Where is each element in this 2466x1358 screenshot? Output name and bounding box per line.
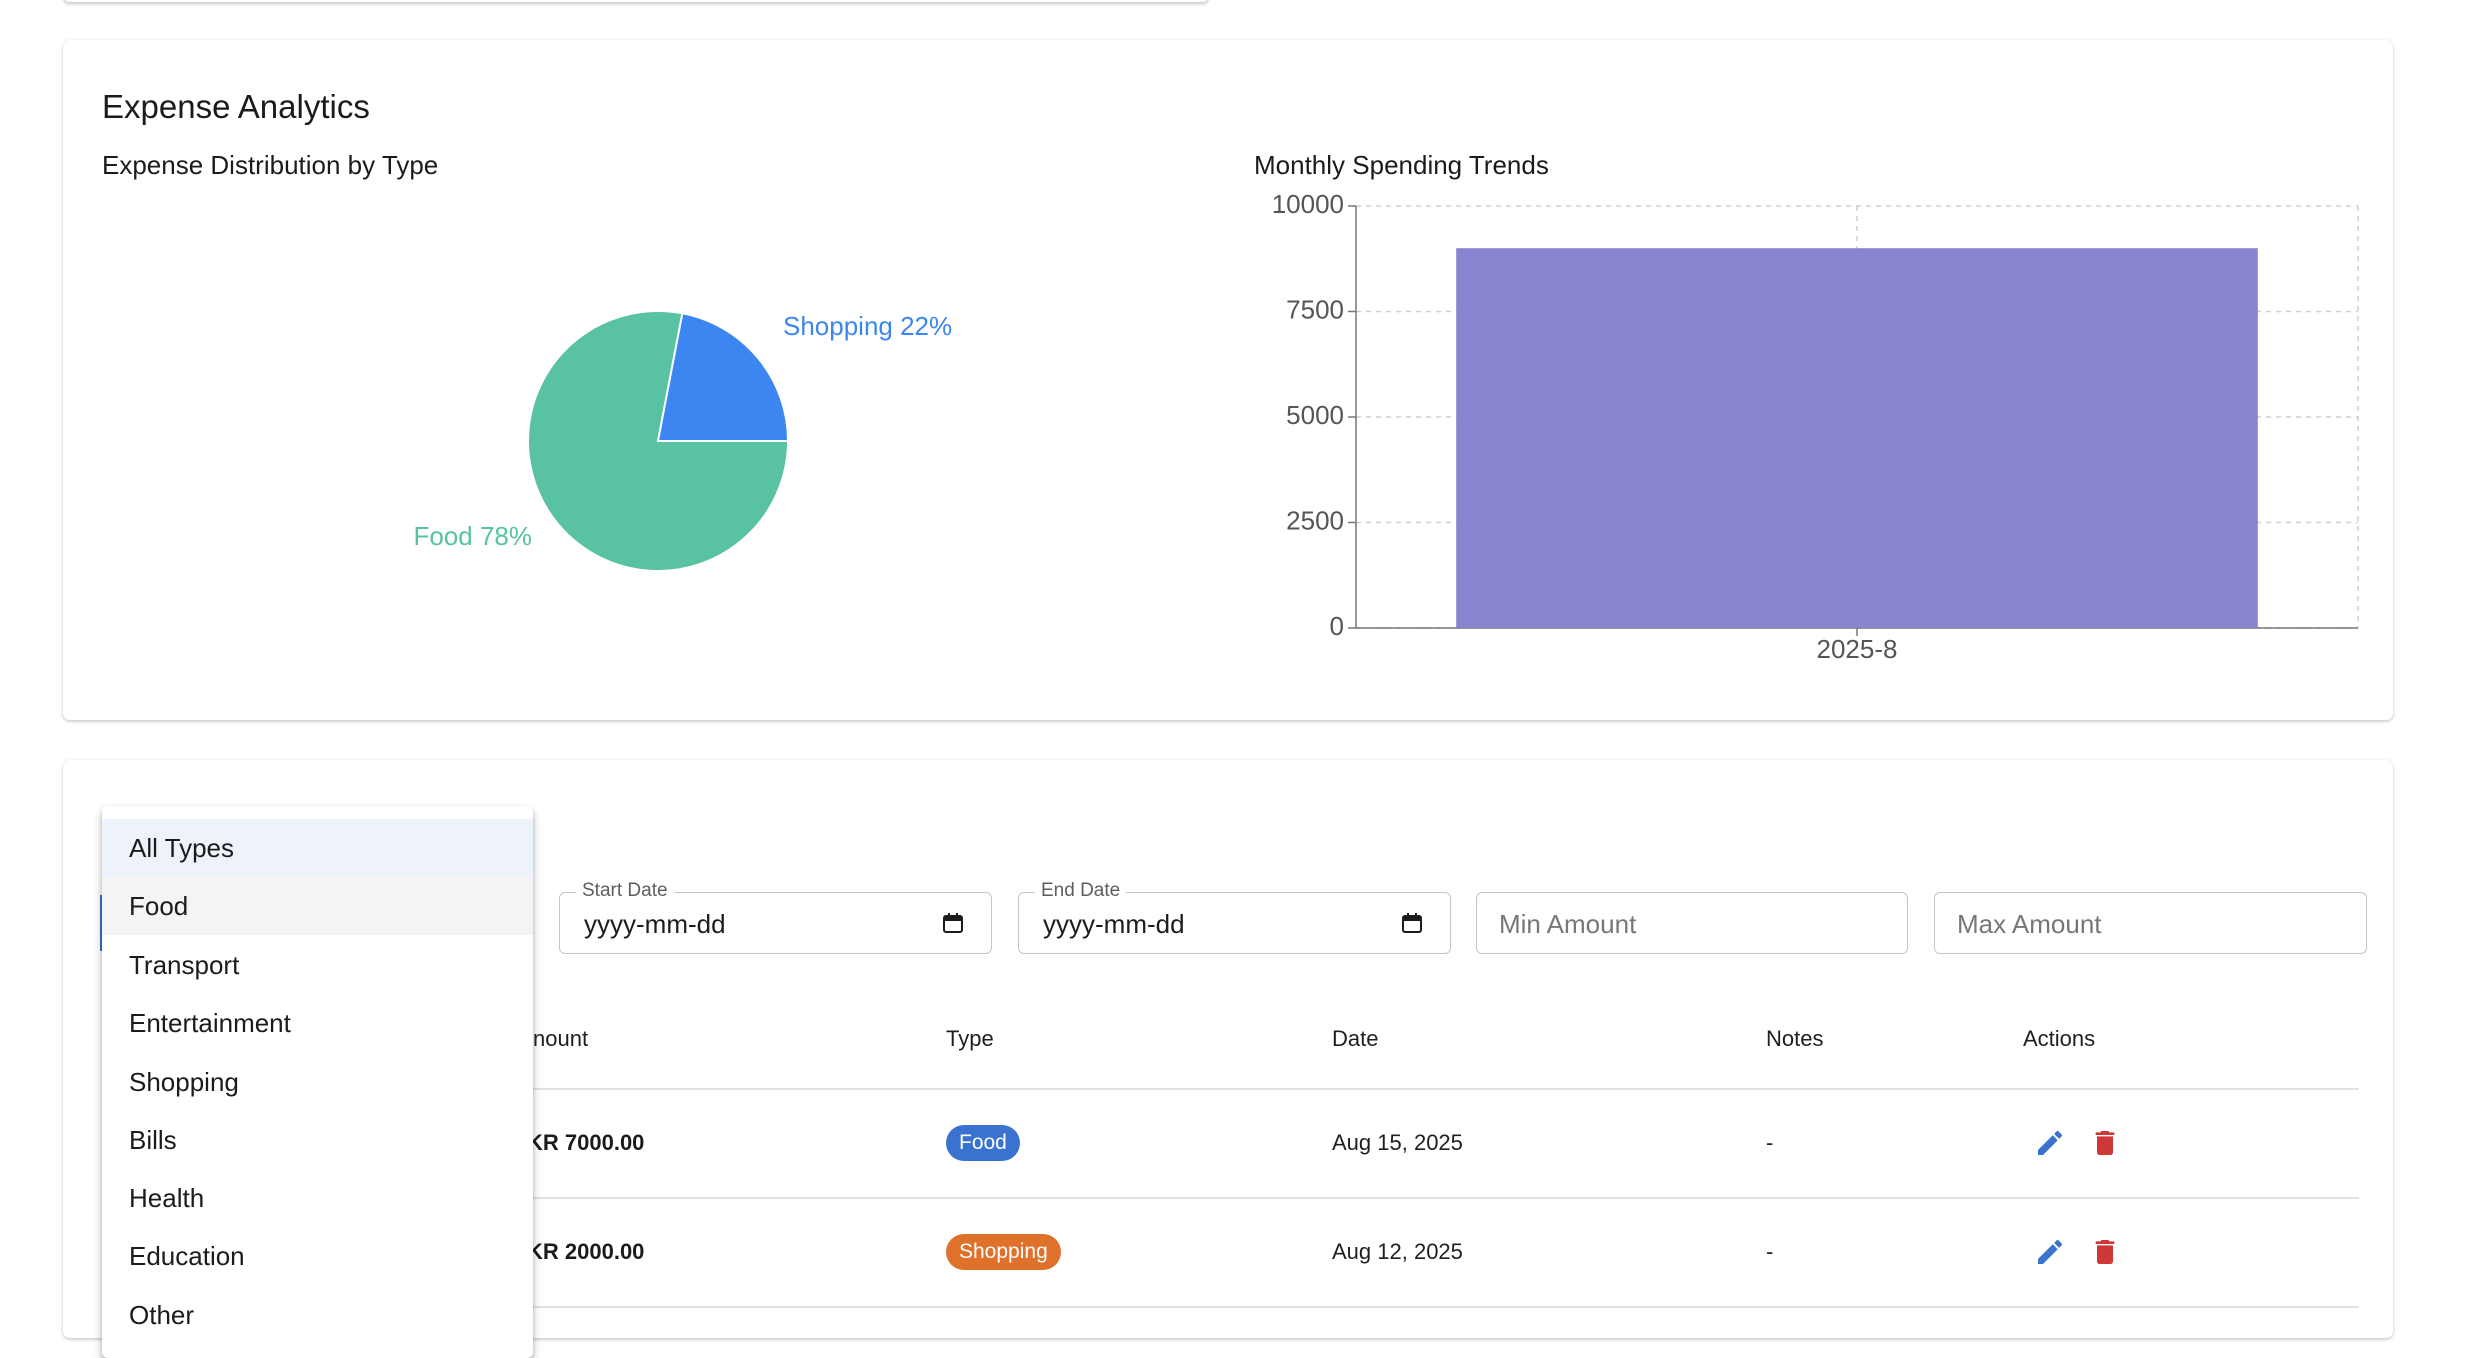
start-date-label: Start Date xyxy=(576,880,674,902)
dropdown-option-other[interactable]: Other xyxy=(129,1300,195,1330)
dropdown-option-transport[interactable]: Transport xyxy=(129,950,240,980)
calendar-icon[interactable] xyxy=(1400,911,1424,935)
dropdown-option-health[interactable]: Health xyxy=(129,1183,205,1213)
end-date-value: yyyy-mm-dd xyxy=(1043,909,1185,939)
row-notes: - xyxy=(1766,1130,1774,1155)
end-date-label: End Date xyxy=(1035,880,1127,902)
column-header-amount[interactable]: nount xyxy=(533,1026,589,1051)
type-dropdown-menu: All Types Food Transport Entertainment S… xyxy=(102,806,533,1358)
pie-chart: Food 78% Shopping 22% xyxy=(413,310,952,572)
y-tick-label: 7500 xyxy=(1286,294,1344,324)
edit-icon[interactable] xyxy=(2034,1127,2066,1159)
y-tick-label: 0 xyxy=(1330,611,1344,641)
row-divider xyxy=(505,1088,2359,1090)
pie-slice-shopping[interactable] xyxy=(656,312,790,442)
start-date-field[interactable]: Start Date yyyy-mm-dd xyxy=(559,880,992,954)
column-header-notes[interactable]: Notes xyxy=(1766,1026,1824,1051)
min-amount-placeholder: Min Amount xyxy=(1499,909,1637,939)
analytics-title: Expense Analytics xyxy=(102,88,370,125)
bar-chart-title: Monthly Spending Trends xyxy=(1254,150,1549,180)
bar-chart: 0 2500 5000 7500 10000 2025-8 xyxy=(1272,190,2359,664)
dropdown-option-shopping[interactable]: Shopping xyxy=(129,1067,239,1097)
row-divider xyxy=(505,1197,2359,1199)
pie-chart-title: Expense Distribution by Type xyxy=(102,150,439,180)
delete-icon[interactable] xyxy=(2089,1127,2121,1159)
min-amount-input[interactable]: Min Amount xyxy=(1476,892,1908,954)
dropdown-option-food[interactable]: Food xyxy=(102,877,533,935)
dropdown-option-all-types[interactable]: All Types xyxy=(102,819,533,877)
x-tick-label: 2025-8 xyxy=(1817,634,1898,664)
max-amount-placeholder: Max Amount xyxy=(1957,909,2102,939)
end-date-field[interactable]: End Date yyyy-mm-dd xyxy=(1018,880,1451,954)
previous-section-card xyxy=(63,0,1209,2)
pie-label-shopping: Shopping 22% xyxy=(783,311,952,341)
column-header-type[interactable]: Type xyxy=(946,1026,994,1051)
bar-2025-8[interactable] xyxy=(1456,248,2258,628)
y-tick-label: 5000 xyxy=(1286,400,1344,430)
row-date: Aug 15, 2025 xyxy=(1332,1130,1463,1155)
type-chip: Shopping xyxy=(946,1234,1061,1270)
column-header-actions: Actions xyxy=(2023,1026,2096,1051)
row-notes: - xyxy=(1766,1239,1774,1264)
delete-icon[interactable] xyxy=(2089,1236,2121,1268)
pie-label-food: Food 78% xyxy=(413,521,532,551)
y-tick-label: 10000 xyxy=(1272,190,1344,219)
start-date-value: yyyy-mm-dd xyxy=(584,909,726,939)
edit-icon[interactable] xyxy=(2034,1236,2066,1268)
row-date: Aug 12, 2025 xyxy=(1332,1239,1463,1264)
dropdown-option-education[interactable]: Education xyxy=(129,1241,245,1271)
row-amount: KR 2000.00 xyxy=(527,1239,645,1264)
row-amount: KR 7000.00 xyxy=(527,1130,645,1155)
column-header-date[interactable]: Date xyxy=(1332,1026,1379,1051)
y-tick-label: 2500 xyxy=(1286,505,1344,535)
max-amount-input[interactable]: Max Amount xyxy=(1934,892,2367,954)
type-select-field[interactable] xyxy=(100,895,108,951)
dropdown-option-entertainment[interactable]: Entertainment xyxy=(129,1008,291,1038)
calendar-icon[interactable] xyxy=(941,911,965,935)
dropdown-option-bills[interactable]: Bills xyxy=(129,1125,177,1155)
type-chip: Food xyxy=(946,1125,1020,1161)
row-divider xyxy=(505,1306,2359,1308)
